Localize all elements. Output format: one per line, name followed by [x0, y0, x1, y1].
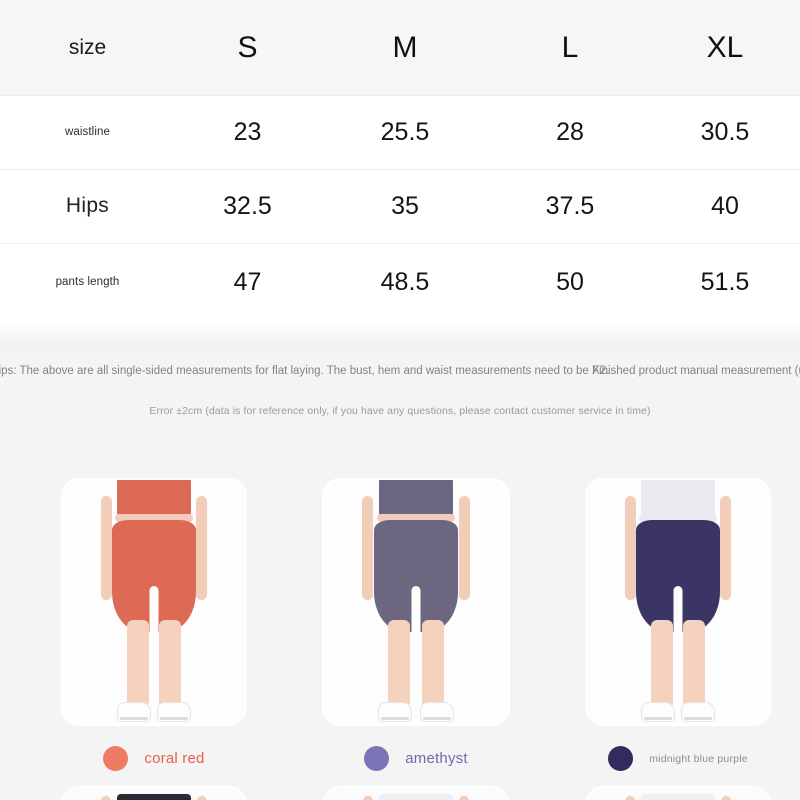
table-header-size-s: S — [237, 30, 258, 64]
color-swatch-icon[interactable] — [364, 746, 390, 771]
product-image-card[interactable] — [585, 478, 771, 726]
model-arm-left — [625, 496, 636, 600]
row-label-hips: Hips — [65, 194, 110, 217]
model-leg-left — [651, 620, 673, 706]
cell-pants-length-s: 47 — [233, 267, 262, 296]
model-leg-left — [127, 620, 149, 706]
row-label-waistline: waistline — [64, 126, 110, 138]
tips-error-note: Error ±2cm (data is for reference only, … — [149, 405, 651, 417]
table-header-size-l: L — [561, 30, 579, 64]
product-image-card[interactable] — [61, 786, 247, 800]
model-arm-left — [101, 496, 112, 600]
model-shoe-right — [420, 702, 454, 722]
product-color-gallery: coral red amethyst — [0, 478, 800, 771]
color-option-row[interactable]: amethyst — [364, 746, 468, 771]
model-arm-right — [720, 496, 731, 600]
product-image-card[interactable] — [585, 786, 771, 800]
model-top — [117, 480, 191, 516]
model-waist-skin — [115, 514, 193, 522]
cell-pants-length-m: 48.5 — [380, 267, 430, 296]
tips-text-right: Finished product manual measurement (uni… — [592, 365, 800, 377]
model-photo-coral-red — [63, 480, 245, 724]
model-shoe-right — [681, 702, 715, 722]
garment-shorts — [636, 520, 720, 632]
model-top — [641, 794, 715, 800]
model-top — [641, 480, 715, 516]
model-leg-right — [159, 620, 181, 706]
model-shoe-left — [378, 702, 412, 722]
color-swatch-icon[interactable] — [103, 746, 129, 771]
table-row-waistline: waistline 23 25.5 28 30.5 — [0, 95, 800, 169]
cell-pants-length-l: 50 — [556, 267, 584, 296]
product-variant-midnight-blue-purple: midnight blue purple — [556, 478, 800, 771]
model-shoe-left — [641, 702, 675, 722]
color-option-label: midnight blue purple — [649, 752, 748, 765]
peek-slot-3 — [556, 786, 800, 800]
product-image-card[interactable] — [322, 478, 510, 726]
color-option-row[interactable]: midnight blue purple — [608, 746, 748, 771]
row-label-pants-length: pants length — [55, 276, 120, 288]
product-image-card[interactable] — [61, 478, 247, 726]
peek-slot-2 — [294, 786, 538, 800]
color-option-label: amethyst — [405, 750, 468, 767]
cell-pants-length-xl: 51.5 — [700, 267, 750, 296]
model-arm-right — [459, 796, 469, 800]
table-row-pants-length: pants length 47 48.5 50 51.5 — [0, 243, 800, 321]
product-image-card[interactable] — [323, 786, 509, 800]
cell-waistline-xl: 30.5 — [700, 117, 750, 146]
table-bottom-gradient — [0, 321, 800, 355]
model-top — [117, 794, 191, 800]
size-chart-table: size S M L XL waistline 23 25.5 28 30.5 … — [0, 0, 800, 321]
tips-text-left: Tips: The above are all single-sided mea… — [0, 365, 610, 377]
model-waist-skin — [639, 514, 717, 522]
table-header-size-m: M — [392, 30, 418, 64]
color-swatch-icon[interactable] — [608, 746, 634, 771]
model-shoe-left — [117, 702, 151, 722]
model-leg-right — [683, 620, 705, 706]
table-header-row: size S M L XL — [0, 0, 800, 95]
model-waist-skin — [377, 514, 455, 522]
model-arm-right — [721, 796, 731, 800]
color-option-row[interactable]: coral red — [103, 746, 204, 771]
color-option-label: coral red — [144, 750, 205, 767]
cell-waistline-m: 25.5 — [380, 117, 430, 146]
model-photo-amethyst — [324, 480, 508, 724]
cell-hips-s: 32.5 — [223, 191, 272, 220]
model-shoe-right — [157, 702, 191, 722]
model-arm-right — [197, 796, 207, 800]
table-row-hips: Hips 32.5 35 37.5 40 — [0, 169, 800, 243]
cell-waistline-l: 28 — [556, 117, 584, 146]
model-photo-midnight-blue-purple — [587, 480, 769, 724]
peek-slot-1 — [32, 786, 276, 800]
model-arm-left — [101, 796, 111, 800]
model-arm-left — [362, 496, 373, 600]
product-variant-amethyst: amethyst — [294, 478, 538, 771]
measurement-tips: Tips: The above are all single-sided mea… — [0, 355, 800, 417]
cell-waistline-s: 23 — [233, 117, 262, 146]
table-header-size-label: size — [68, 35, 107, 59]
cell-hips-l: 37.5 — [545, 191, 595, 220]
model-leg-left — [388, 620, 410, 706]
model-top — [379, 480, 453, 516]
garment-shorts — [112, 520, 196, 632]
model-arm-right — [196, 496, 207, 600]
next-gallery-row-peek — [0, 786, 800, 800]
table-header-size-xl: XL — [706, 30, 744, 64]
model-top — [379, 794, 453, 800]
cell-hips-m: 35 — [391, 191, 419, 220]
garment-shorts — [374, 520, 458, 632]
model-arm-left — [625, 796, 635, 800]
model-arm-right — [459, 496, 470, 600]
cell-hips-xl: 40 — [711, 191, 739, 220]
model-arm-left — [363, 796, 373, 800]
tips-primary-line: Tips: The above are all single-sided mea… — [0, 361, 800, 385]
product-variant-coral-red: coral red — [32, 478, 276, 771]
model-leg-right — [422, 620, 444, 706]
